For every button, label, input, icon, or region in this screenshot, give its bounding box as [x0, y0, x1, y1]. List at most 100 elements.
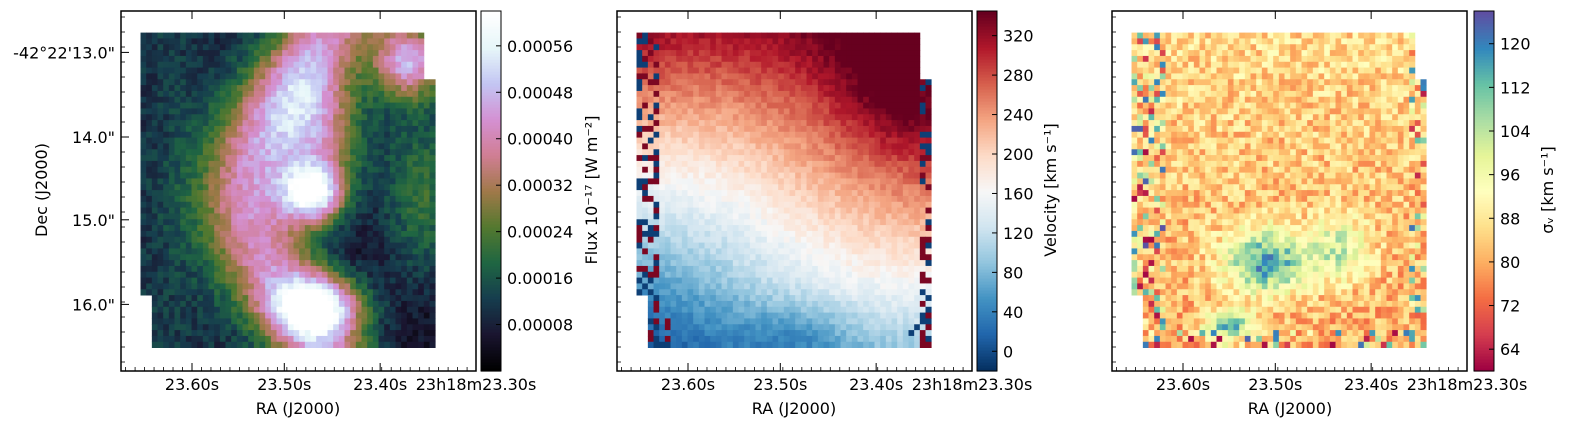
- map-pixel: [231, 318, 238, 325]
- map-pixel: [185, 38, 192, 45]
- map-pixel: [197, 131, 204, 138]
- map-pixel: [642, 155, 649, 162]
- map-pixel: [180, 44, 187, 51]
- map-pixel: [744, 155, 751, 162]
- map-pixel: [778, 166, 785, 173]
- map-pixel: [157, 172, 164, 179]
- map-pixel: [299, 260, 306, 267]
- map-pixel: [897, 230, 904, 238]
- map-pixel: [231, 32, 238, 39]
- map-pixel: [676, 85, 683, 92]
- colorbar-segment: [481, 221, 501, 225]
- map-pixel: [423, 318, 430, 325]
- map-pixel: [389, 265, 396, 273]
- map-pixel: [191, 236, 198, 243]
- map-pixel: [732, 125, 739, 133]
- map-pixel: [789, 149, 796, 156]
- map-pixel: [265, 73, 272, 80]
- map-pixel: [231, 289, 238, 296]
- map-pixel: [367, 55, 374, 63]
- map-pixel: [236, 38, 243, 45]
- map-pixel: [840, 207, 847, 214]
- map-pixel: [795, 201, 802, 208]
- map-pixel: [698, 184, 705, 191]
- map-pixel: [304, 271, 311, 278]
- map-pixel: [361, 271, 368, 278]
- map-pixel: [851, 248, 858, 255]
- map-pixel: [885, 50, 892, 57]
- map-pixel: [880, 184, 887, 191]
- colorbar-segment: [481, 338, 501, 342]
- map-pixel: [378, 155, 385, 162]
- map-pixel: [800, 90, 807, 98]
- map-pixel: [338, 283, 345, 290]
- map-pixel: [908, 166, 915, 173]
- map-pixel: [823, 201, 830, 208]
- map-pixel: [157, 330, 164, 337]
- map-pixel: [755, 166, 762, 173]
- map-pixel: [738, 190, 745, 197]
- map-pixel: [885, 155, 892, 162]
- map-pixel: [310, 318, 317, 325]
- map-pixel: [840, 125, 847, 133]
- map-pixel: [636, 225, 643, 232]
- map-pixel: [367, 131, 374, 138]
- map-pixel: [389, 295, 396, 302]
- map-pixel: [406, 149, 413, 156]
- map-pixel: [789, 67, 796, 74]
- map-pixel: [908, 172, 915, 179]
- map-pixel: [755, 155, 762, 162]
- map-pixel: [384, 277, 391, 284]
- map-pixel: [897, 85, 904, 92]
- map-pixel: [197, 114, 204, 121]
- map-pixel: [146, 50, 153, 57]
- map-pixel: [174, 108, 181, 115]
- map-pixel: [248, 125, 255, 133]
- map-pixel: [412, 90, 419, 98]
- map-pixel: [310, 225, 317, 232]
- map-pixel: [219, 201, 226, 208]
- map-pixel: [231, 341, 238, 348]
- map-pixel: [197, 166, 204, 173]
- map-pixel: [333, 289, 340, 296]
- map-pixel: [350, 236, 357, 243]
- map-pixel: [304, 219, 311, 226]
- map-pixel: [880, 90, 887, 98]
- map-pixel: [812, 55, 819, 63]
- map-pixel: [327, 335, 334, 343]
- map-pixel: [806, 96, 813, 103]
- map-pixel: [795, 125, 802, 133]
- map-pixel: [174, 225, 181, 232]
- map-pixel: [276, 265, 283, 273]
- map-pixel: [829, 96, 836, 103]
- map-pixel: [197, 96, 204, 103]
- map-pixel: [812, 201, 819, 208]
- map-pixel: [316, 131, 323, 138]
- map-pixel: [259, 248, 266, 255]
- map-pixel: [304, 143, 311, 150]
- colorbar-segment: [481, 320, 501, 324]
- map-pixel: [321, 283, 328, 290]
- map-pixel: [783, 248, 790, 255]
- map-pixel: [772, 213, 779, 220]
- map-pixel: [282, 79, 289, 86]
- map-pixel: [197, 190, 204, 197]
- map-pixel: [361, 108, 368, 115]
- map-pixel: [389, 143, 396, 150]
- map-pixel: [783, 55, 790, 63]
- map-pixel: [749, 201, 756, 208]
- map-pixel: [316, 271, 323, 278]
- map-pixel: [338, 330, 345, 337]
- map-pixel: [772, 114, 779, 121]
- map-pixel: [406, 114, 413, 121]
- map-pixel: [423, 190, 430, 197]
- map-pixel: [919, 120, 926, 127]
- map-pixel: [834, 32, 841, 39]
- map-pixel: [361, 143, 368, 150]
- map-pixel: [823, 55, 830, 63]
- map-pixel: [659, 73, 666, 80]
- map-pixel: [157, 318, 164, 325]
- map-pixel: [423, 289, 430, 296]
- map-pixel: [304, 184, 311, 191]
- map-pixel: [180, 283, 187, 290]
